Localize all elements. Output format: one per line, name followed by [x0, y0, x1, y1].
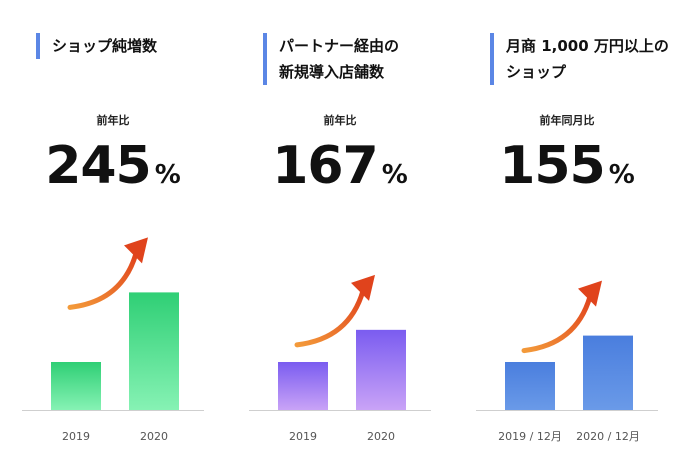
x-tick-label: 2020	[367, 430, 395, 443]
growth-arrow-icon	[294, 274, 375, 348]
panel-title: 月商 1,000 万円以上の ショップ	[490, 33, 669, 85]
big-value-unit: %	[154, 160, 181, 190]
growth-arrow-icon	[521, 280, 602, 354]
panel-title: パートナー経由の 新規導入店舗数	[263, 33, 399, 85]
bar-chart: 2019 2020	[249, 274, 431, 443]
panel-partner-new-stores: パートナー経由の 新規導入店舗数 前年比 167% 2019 2020	[227, 0, 453, 476]
x-tick-label: 2020 / 12月	[576, 430, 640, 443]
metric-label: 前年同月比	[539, 114, 595, 127]
growth-arrow-icon	[67, 237, 148, 310]
x-tick-label: 2020	[140, 430, 168, 443]
panel-shop-net-increase: ショップ純増数 前年比 245% 2019 2020	[0, 0, 226, 476]
big-value-number: 245	[45, 136, 152, 196]
panel-title-line: ショップ	[506, 63, 567, 81]
bar-1	[583, 335, 633, 410]
bar-chart: 2019 2020	[22, 237, 204, 443]
bar-1	[129, 292, 179, 410]
big-value: 167%	[227, 136, 453, 196]
bar-chart: 2019 / 12月 2020 / 12月	[476, 280, 658, 443]
x-tick-label: 2019	[62, 430, 90, 443]
bar-0	[505, 362, 555, 410]
x-tick-label: 2019 / 12月	[498, 430, 562, 443]
bar-0	[51, 362, 101, 410]
panel-title: ショップ純増数	[36, 33, 157, 59]
big-value-number: 167	[272, 136, 379, 196]
big-value-number: 155	[499, 136, 606, 196]
panel-title-line: 新規導入店舗数	[279, 63, 385, 81]
metric-label: 前年比	[96, 114, 130, 127]
panel-title-line: ショップ純増数	[52, 37, 158, 55]
big-value-unit: %	[381, 160, 408, 190]
panel-title-line: 月商 1,000 万円以上の	[506, 37, 669, 55]
big-value-unit: %	[608, 160, 635, 190]
panel-monthly-sales-shops: 月商 1,000 万円以上の ショップ 前年同月比 155% 2019 / 12…	[454, 0, 680, 476]
big-value: 245%	[0, 136, 226, 196]
bar-1	[356, 329, 406, 410]
metric-label: 前年比	[323, 114, 357, 127]
panel-title-line: パートナー経由の	[279, 37, 400, 55]
x-tick-label: 2019	[289, 430, 317, 443]
big-value: 155%	[454, 136, 680, 196]
bar-0	[278, 362, 328, 410]
